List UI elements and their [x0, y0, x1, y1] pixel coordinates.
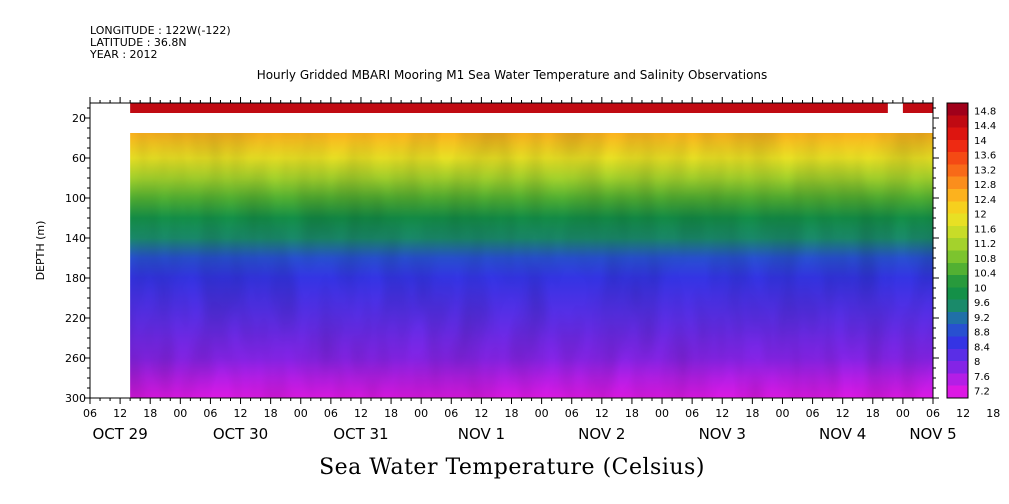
colorbar-tick-label: 12.8: [974, 180, 996, 191]
x-date-label: NOV 3: [699, 425, 746, 443]
y-tick-label: 300: [65, 392, 86, 405]
y-tick-label: 180: [65, 272, 86, 285]
x-tick-label: 00: [173, 407, 187, 420]
x-date-label: OCT 29: [92, 425, 147, 443]
colorbar-tick-label: 13.6: [974, 151, 996, 162]
x-date-label: NOV 2: [578, 425, 625, 443]
x-tick-label: 12: [354, 407, 368, 420]
colorbar-tick-label: 14.8: [974, 106, 996, 117]
colorbar-tick-label: 12.4: [974, 195, 996, 206]
surface-temperature-band: [902, 103, 933, 113]
x-date-label: OCT 31: [333, 425, 388, 443]
y-tick-label: 260: [65, 352, 86, 365]
x-tick-label: 12: [836, 407, 850, 420]
x-tick-label: 06: [926, 407, 940, 420]
y-tick-label: 220: [65, 312, 86, 325]
x-tick-label: 18: [866, 407, 880, 420]
colorbar-tick-label: 11.2: [974, 239, 996, 250]
x-tick-label: 00: [655, 407, 669, 420]
x-date-label: NOV 1: [458, 425, 505, 443]
x-tick-label: 00: [896, 407, 910, 420]
y-tick-label: 60: [72, 152, 86, 165]
year-label: YEAR : 2012: [90, 48, 158, 61]
x-tick-label: 18: [986, 407, 1000, 420]
x-tick-label: 12: [234, 407, 248, 420]
colorbar-tick-label: 8.4: [974, 342, 990, 353]
colorbar-tick-label: 13.2: [974, 165, 996, 176]
x-tick-label: 12: [474, 407, 488, 420]
colorbar-tick-label: 14: [974, 136, 987, 147]
x-tick-label: 06: [83, 407, 97, 420]
y-tick-label: 100: [65, 192, 86, 205]
axes: 06 12 18 00 06 12 18 00 06 12 18 00 06 12 18 00 06 12 18 00…: [34, 97, 1000, 443]
x-tick-label: 12: [113, 407, 127, 420]
x-tick-label: 00: [294, 407, 308, 420]
x-tick-label: 06: [444, 407, 458, 420]
x-tick-label: 18: [505, 407, 519, 420]
x-tick-label: 06: [806, 407, 820, 420]
x-tick-label: 06: [203, 407, 217, 420]
colorbar-tick-label: 10.8: [974, 254, 996, 265]
latitude-label: LATITUDE : 36.8N: [90, 36, 187, 49]
x-tick-label: 12: [595, 407, 609, 420]
plot-area: [130, 103, 934, 398]
colorbar: 14.8 14.4 14 13.6 13.2 12.8 12.4 12 11.6 11.2 10.8…: [946, 102, 996, 399]
colorbar-tick-label: 8: [974, 357, 980, 368]
x-tick-label: 18: [384, 407, 398, 420]
x-tick-label: 18: [143, 407, 157, 420]
x-tick-label: 12: [956, 407, 970, 420]
colorbar-tick-label: 7.2: [974, 387, 990, 398]
chart-title: Hourly Gridded MBARI Mooring M1 Sea Wate…: [256, 68, 768, 82]
colorbar-tick-label: 9.6: [974, 298, 990, 309]
x-axis-label: Sea Water Temperature (Celsius): [319, 455, 705, 480]
y-tick-label: 20: [72, 112, 86, 125]
colorbar-tick-label: 10.4: [974, 269, 996, 280]
colorbar-frame: [946, 102, 969, 399]
colorbar-tick-label: 9.2: [974, 313, 990, 324]
x-tick-label: 18: [745, 407, 759, 420]
colorbar-tick-label: 11.6: [974, 224, 996, 235]
x-date-label: NOV 5: [909, 425, 956, 443]
colorbar-tick-label: 8.8: [974, 328, 990, 339]
x-tick-label: 00: [775, 407, 789, 420]
surface-temperature-band: [130, 103, 888, 113]
x-tick-label: 06: [324, 407, 338, 420]
x-tick-label: 18: [264, 407, 278, 420]
temperature-variability: [130, 133, 934, 398]
colorbar-fill: [947, 103, 968, 398]
colorbar-tick-label: 7.6: [974, 372, 990, 383]
x-date-label: NOV 4: [819, 425, 866, 443]
longitude-label: LONGITUDE : 122W(-122): [90, 24, 231, 37]
colorbar-tick-label: 14.4: [974, 121, 996, 132]
x-date-label: OCT 30: [213, 425, 268, 443]
x-tick-label: 00: [535, 407, 549, 420]
x-tick-label: 06: [565, 407, 579, 420]
y-tick-label: 140: [65, 232, 86, 245]
x-tick-label: 06: [685, 407, 699, 420]
x-tick-label: 18: [625, 407, 639, 420]
colorbar-tick-label: 12: [974, 210, 987, 221]
x-tick-label: 12: [715, 407, 729, 420]
colorbar-tick-label: 10: [974, 283, 987, 294]
y-axis-label: DEPTH (m): [34, 221, 47, 281]
x-tick-label: 00: [414, 407, 428, 420]
